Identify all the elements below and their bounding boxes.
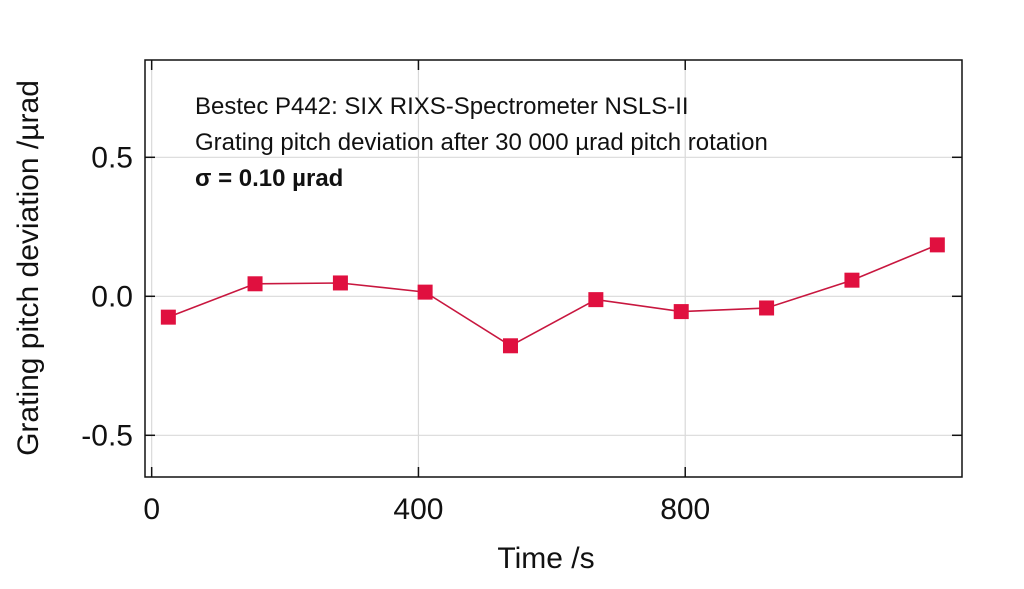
x-tick-label: 0: [143, 493, 160, 526]
plot-frame: [144, 59, 963, 478]
data-point: [332, 275, 348, 291]
data-point: [588, 292, 604, 308]
data-point: [673, 304, 689, 320]
data-point: [160, 309, 176, 325]
data-point: [417, 284, 433, 300]
x-axis-title: Time /s: [497, 542, 594, 575]
x-tick-label: 800: [660, 493, 710, 526]
y-tick-label: 0.5: [91, 141, 133, 174]
y-tick-label: 0.0: [91, 280, 133, 313]
data-point: [929, 237, 945, 253]
axis-ticks: 0 400 800 -0.5 0.0 0.5: [81, 60, 962, 526]
annotation-title: Bestec P442: SIX RIXS-Spectrometer NSLS-…: [195, 93, 689, 120]
annotation-sigma: σ = 0.10 µrad: [195, 165, 343, 192]
data-point: [247, 276, 263, 292]
x-tick-label: 400: [393, 493, 443, 526]
data-point: [502, 338, 518, 354]
data-point: [844, 272, 860, 288]
series-line: [168, 244, 938, 347]
grid-lines: [145, 60, 962, 477]
data-point: [759, 300, 775, 316]
y-tick-label: -0.5: [81, 419, 133, 452]
annotation-subtitle: Grating pitch deviation after 30 000 µra…: [195, 129, 768, 156]
series-layer: [160, 237, 945, 354]
y-axis-title: Grating pitch deviation /µrad: [12, 80, 45, 456]
